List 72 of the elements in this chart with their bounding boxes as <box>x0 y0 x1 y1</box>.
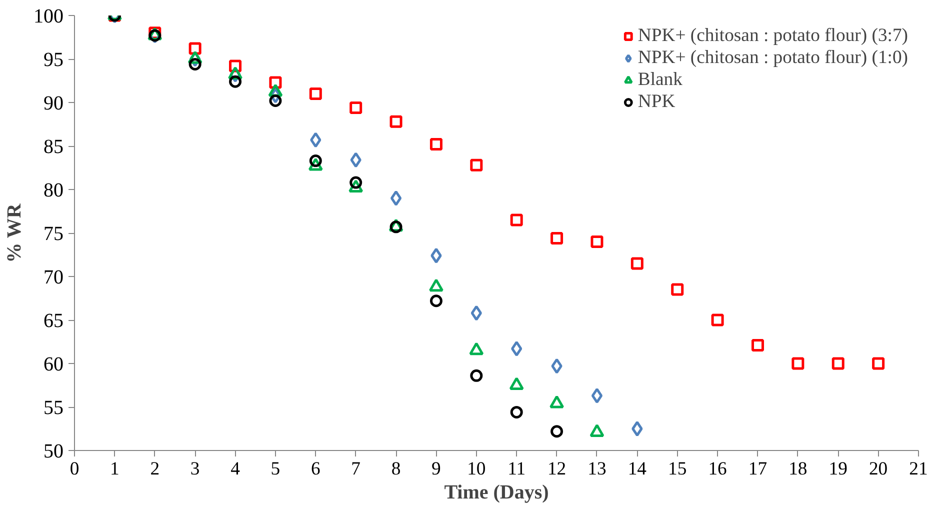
point <box>310 132 322 148</box>
y-tick-label: 50 <box>44 440 64 462</box>
y-axis-title: % WR <box>4 203 26 263</box>
point <box>430 294 442 308</box>
x-tick-label: 16 <box>708 458 727 480</box>
point <box>590 235 604 248</box>
x-tick-label: 17 <box>748 458 768 480</box>
point <box>550 232 564 244</box>
x-tick-label: 18 <box>788 458 808 480</box>
x-tick-label: 0 <box>70 458 80 480</box>
point <box>390 190 402 206</box>
x-tick-label: 4 <box>230 458 241 480</box>
point <box>430 248 442 264</box>
x-tick-label: 21 <box>909 458 928 480</box>
point <box>792 357 804 370</box>
point <box>229 75 242 88</box>
x-tick-label: 20 <box>868 458 888 480</box>
point <box>350 101 362 114</box>
y-tick-label: 95 <box>44 49 64 71</box>
point <box>510 406 523 418</box>
point <box>551 358 562 374</box>
y-tick-label: 100 <box>34 6 64 28</box>
y-tick-label: 85 <box>44 136 64 158</box>
x-tick-label: 8 <box>391 458 401 480</box>
point <box>632 421 643 436</box>
point <box>470 305 482 321</box>
point <box>511 340 522 356</box>
y-tick-label: 60 <box>44 354 64 376</box>
x-tick-label: 15 <box>668 458 687 480</box>
x-tick-label: 9 <box>432 458 441 480</box>
legend-label: NPK+ (chitosan : potato flour) (3:7) <box>638 25 908 47</box>
point <box>711 314 724 326</box>
x-tick-label: 14 <box>628 458 648 480</box>
y-tick-label: 90 <box>44 92 64 114</box>
x-tick-label: 10 <box>467 458 486 480</box>
x-tick-label: 7 <box>351 458 360 480</box>
x-tick-label: 11 <box>508 458 526 480</box>
point <box>872 357 885 370</box>
point <box>430 138 442 151</box>
legend-label: NPK <box>638 91 676 113</box>
x-tick-label: 19 <box>828 458 848 480</box>
point <box>832 357 844 370</box>
x-tick-label: 5 <box>270 458 280 480</box>
x-axis-title: Time (Days) <box>444 482 549 504</box>
point <box>390 115 402 128</box>
legend-label: Blank <box>638 69 682 91</box>
y-tick-label: 80 <box>44 180 64 202</box>
y-tick-label: 75 <box>44 223 64 245</box>
point <box>470 369 483 382</box>
point <box>470 158 483 172</box>
x-tick-label: 2 <box>150 458 160 480</box>
x-tick-label: 1 <box>110 458 120 480</box>
y-tick-label: 65 <box>44 310 64 332</box>
point <box>671 283 684 296</box>
point <box>591 388 603 404</box>
x-tick-label: 12 <box>547 458 566 480</box>
point <box>309 88 322 100</box>
point <box>309 154 322 168</box>
point <box>269 94 282 107</box>
point <box>188 58 202 70</box>
y-tick-label: 70 <box>44 266 64 288</box>
legend-label: NPK+ (chitosan : potato flour) (1:0) <box>638 47 908 69</box>
point <box>350 152 362 168</box>
point <box>630 257 644 270</box>
point <box>550 425 564 438</box>
x-tick-label: 3 <box>190 458 200 480</box>
point <box>510 214 523 226</box>
point <box>751 338 764 352</box>
x-tick-label: 6 <box>310 458 320 480</box>
x-tick-label: 13 <box>588 458 606 480</box>
point <box>350 176 362 189</box>
y-tick-label: 55 <box>44 397 64 419</box>
